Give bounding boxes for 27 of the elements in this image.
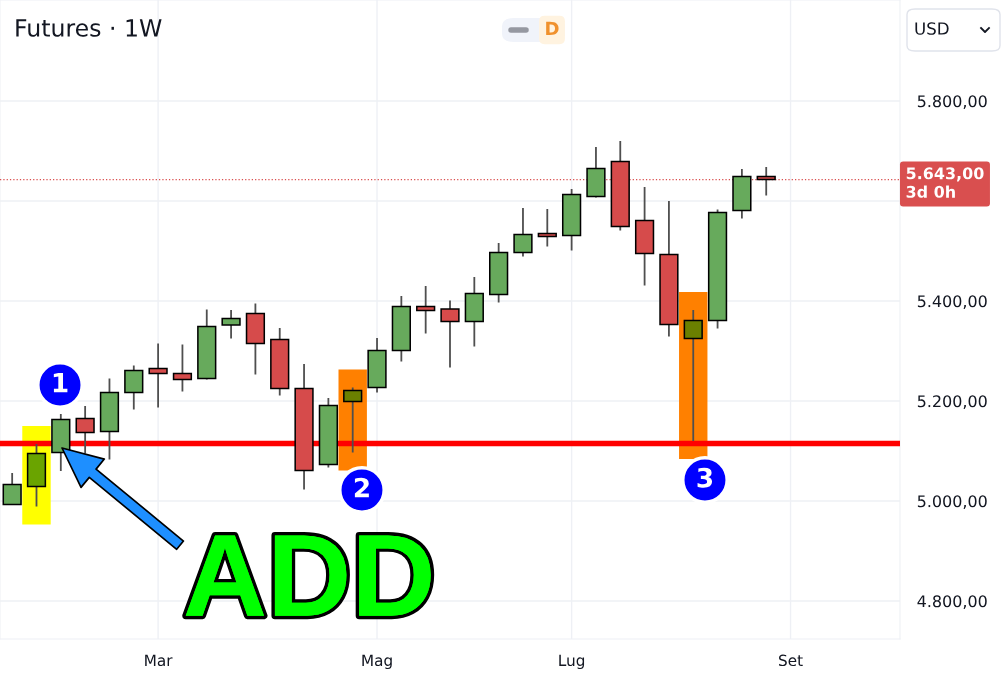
- annotation: D: [546, 21, 559, 35]
- x-tick-label: Mag: [362, 654, 392, 670]
- annotation: 2: [354, 477, 369, 498]
- ref-line-label: 5.643,00 3d 0h: [906, 167, 984, 198]
- candlestick: [172, 343, 193, 393]
- y-tick-label: 5.000,00: [917, 495, 987, 509]
- candlestick: [416, 285, 436, 335]
- y-tick-label: 4.800,00: [917, 595, 987, 609]
- candlestick: [221, 309, 241, 340]
- x-tick-label: Lug: [559, 654, 585, 670]
- annotation: 3: [697, 467, 713, 488]
- candlestick: [2, 472, 22, 506]
- y-tick-label: 5.800,00: [917, 95, 987, 109]
- annotation: ADD: [185, 535, 431, 616]
- candlestick: [513, 207, 533, 258]
- y-tick-label: 5.400,00: [917, 295, 987, 309]
- candlestick: [148, 342, 168, 409]
- x-tick-label: Mar: [145, 654, 173, 667]
- y-tick-label: 5.200,00: [917, 395, 987, 409]
- y-axis-title: USD: [915, 22, 949, 35]
- text: Futures · 1W: [16, 19, 162, 37]
- candlestick: [440, 299, 460, 369]
- candlestick: [683, 309, 703, 442]
- x-tick-label: Set: [779, 654, 803, 667]
- annotation: 1: [53, 373, 68, 393]
- candlestick: [343, 386, 363, 454]
- candlestick: [124, 364, 144, 411]
